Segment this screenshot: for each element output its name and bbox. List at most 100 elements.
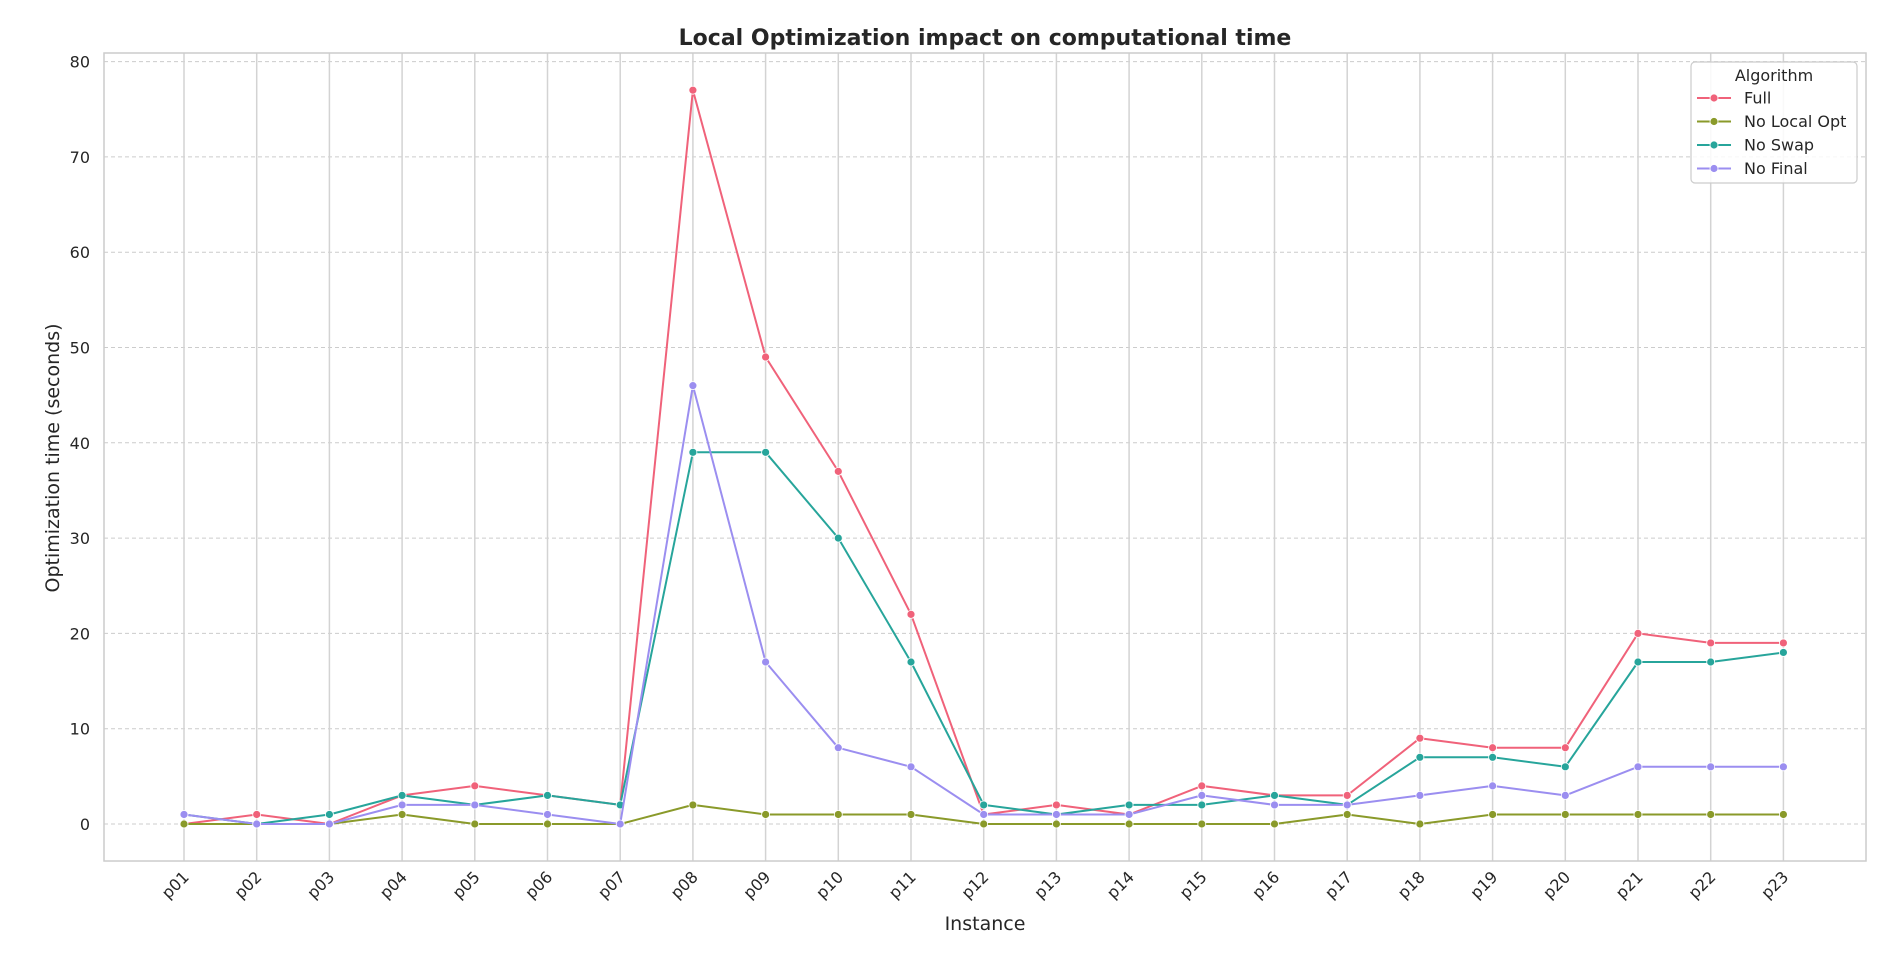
- x-tick-label: p03: [303, 867, 338, 902]
- x-tick-label: p07: [594, 867, 629, 902]
- data-point: [1560, 791, 1570, 800]
- data-point: [1488, 781, 1497, 791]
- data-point: [1779, 648, 1788, 657]
- x-axis-label: Instance: [945, 913, 1026, 935]
- x-tick-label: p10: [812, 867, 847, 902]
- data-point: [1270, 791, 1279, 800]
- y-axis-label: Optimization time (seconds): [42, 323, 64, 592]
- data-point: [1633, 810, 1643, 819]
- data-point: [1706, 810, 1716, 819]
- x-tick-label: p09: [739, 867, 774, 902]
- data-point: [179, 819, 189, 829]
- data-point: [1342, 800, 1352, 810]
- data-point: [1779, 762, 1788, 772]
- data-point: [470, 800, 480, 810]
- y-tick-label: 0: [80, 815, 90, 834]
- data-point: [761, 352, 770, 362]
- data-point: [1052, 800, 1061, 810]
- y-tick-label: 70: [70, 148, 90, 167]
- x-tick-label: p06: [521, 867, 556, 902]
- y-tick-label: 30: [70, 529, 90, 548]
- data-point: [1124, 800, 1134, 810]
- data-point: [397, 791, 407, 800]
- data-point: [1415, 733, 1425, 743]
- legend-item: No Local Opt: [1697, 112, 1846, 131]
- data-point: [470, 819, 480, 829]
- series-group: [179, 85, 1788, 829]
- data-point: [1560, 762, 1570, 772]
- x-tick-label: p21: [1612, 867, 1647, 902]
- data-point: [1124, 819, 1134, 829]
- legend-frame: [1690, 61, 1858, 184]
- data-point: [1706, 638, 1716, 648]
- data-point: [906, 762, 916, 772]
- data-point: [1124, 810, 1134, 819]
- legend-label: Full: [1744, 89, 1771, 108]
- legend-title: Algorithm: [1735, 66, 1813, 85]
- data-point: [979, 810, 989, 819]
- x-tick-label: p05: [449, 867, 484, 902]
- series-no-local-opt: [179, 800, 1788, 829]
- plot-frame: [103, 52, 1867, 862]
- data-point: [1197, 781, 1207, 791]
- data-point: [833, 466, 843, 476]
- x-tick-label: p04: [376, 867, 411, 902]
- data-point: [906, 810, 916, 819]
- data-point: [1052, 810, 1061, 819]
- x-tick-label: p18: [1394, 867, 1429, 902]
- data-point: [1560, 810, 1570, 819]
- legend-swatch-marker: [1709, 140, 1719, 150]
- data-point: [1270, 819, 1279, 829]
- data-point: [688, 800, 698, 810]
- y-tick-label: 80: [70, 53, 90, 72]
- x-tick-label: p01: [158, 867, 193, 902]
- data-point: [470, 781, 480, 791]
- y-axis-ticks: 0 10 20 30 40 50 60 70 80: [70, 53, 90, 834]
- x-axis-ticks: p01 p02 p03 p04 p05 p06 p07 p08 p09 p10 p11 p12 p13 p…: [158, 867, 1792, 902]
- legend-item: No Swap: [1697, 136, 1814, 155]
- data-point: [1415, 791, 1425, 800]
- legend-swatch-marker: [1709, 117, 1719, 126]
- data-point: [688, 85, 698, 95]
- data-point: [543, 791, 552, 800]
- data-point: [1488, 743, 1497, 753]
- data-point: [397, 800, 407, 810]
- legend: Algorithm Full No Local Opt No Swap No Fina…: [1690, 61, 1858, 184]
- data-point: [1197, 800, 1207, 810]
- data-point: [1415, 819, 1425, 829]
- data-point: [833, 533, 843, 543]
- data-point: [979, 800, 989, 810]
- data-point: [543, 810, 552, 819]
- legend-label: No Swap: [1744, 136, 1814, 155]
- x-tick-label: p23: [1757, 867, 1792, 902]
- x-tick-label: p15: [1176, 867, 1211, 902]
- y-tick-label: 20: [70, 624, 90, 643]
- data-point: [688, 381, 698, 391]
- x-tick-label: p22: [1685, 867, 1720, 902]
- data-point: [1488, 810, 1497, 819]
- data-point: [979, 819, 989, 829]
- x-tick-label: p17: [1321, 867, 1356, 902]
- x-tick-label: p20: [1539, 867, 1574, 902]
- legend-item: Full: [1697, 89, 1771, 108]
- legend-label: No Local Opt: [1744, 112, 1846, 131]
- x-tick-label: p13: [1030, 867, 1065, 902]
- data-point: [397, 810, 407, 819]
- y-tick-label: 50: [70, 339, 90, 358]
- data-point: [761, 447, 770, 457]
- data-point: [1560, 743, 1570, 753]
- data-point: [1342, 791, 1352, 800]
- data-point: [324, 810, 334, 819]
- x-tick-label: p02: [231, 867, 266, 902]
- data-point: [1706, 762, 1716, 772]
- x-tick-label: p19: [1466, 867, 1501, 902]
- legend-items: Full No Local Opt No Swap No Final: [1697, 89, 1846, 178]
- data-point: [1633, 657, 1643, 667]
- data-point: [833, 810, 843, 819]
- x-tick-label: p11: [885, 867, 920, 902]
- data-point: [906, 609, 916, 619]
- chart-title: Local Optimization impact on computation…: [679, 26, 1292, 51]
- data-point: [1415, 752, 1425, 762]
- data-point: [1197, 819, 1207, 829]
